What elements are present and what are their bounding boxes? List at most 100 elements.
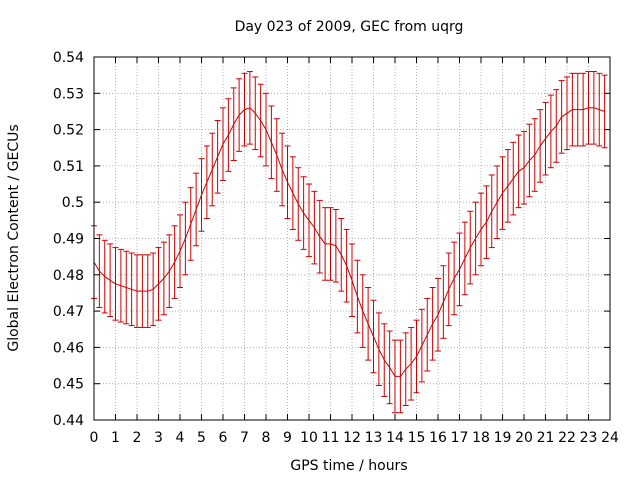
error-bar (413, 319, 420, 394)
error-bar (316, 199, 323, 274)
error-bar (177, 214, 183, 289)
x-tick-label: 13 (365, 430, 383, 446)
error-bar (246, 71, 253, 145)
error-bar (311, 190, 318, 265)
x-tick-label: 4 (176, 430, 185, 446)
error-bar (322, 207, 329, 281)
x-tick-label: 7 (240, 430, 249, 446)
error-bar (220, 107, 226, 181)
error-bar (252, 76, 259, 151)
error-bar (171, 225, 178, 299)
error-bar (263, 92, 269, 167)
error-bar (236, 78, 243, 152)
error-bar (580, 72, 587, 147)
error-bar (408, 326, 415, 401)
x-tick-label: 2 (133, 430, 142, 446)
error-bar (257, 83, 264, 158)
error-bar (531, 118, 538, 192)
error-bar (510, 141, 517, 216)
error-bar (107, 243, 114, 318)
x-tick-label: 6 (219, 430, 228, 446)
error-bar (338, 218, 345, 292)
x-tick-label: 0 (90, 430, 99, 446)
error-bar (424, 297, 431, 372)
x-tick-label: 24 (601, 430, 619, 446)
error-bar (273, 118, 280, 192)
x-tick-label: 3 (154, 430, 163, 446)
error-bar (150, 252, 157, 327)
error-bar (381, 323, 388, 397)
error-bar (435, 277, 441, 352)
error-bar (467, 210, 474, 285)
error-bar (268, 105, 275, 180)
x-tick-label: 10 (300, 430, 318, 446)
x-tick-label: 16 (429, 430, 447, 446)
error-bar (155, 247, 162, 321)
error-bar (558, 80, 565, 154)
error-bar (596, 72, 603, 147)
error-bar (332, 208, 339, 283)
error-bar (343, 228, 350, 303)
error-bar (585, 71, 592, 145)
error-bar (526, 123, 533, 198)
error-bar (365, 287, 372, 361)
error-bar (144, 254, 151, 328)
y-tick-label: 0.52 (53, 123, 84, 139)
error-bar (117, 248, 124, 323)
series-line (93, 107, 605, 377)
error-bar (289, 156, 296, 230)
error-bar (478, 192, 484, 267)
error-bar (349, 243, 355, 318)
error-bar (193, 172, 200, 247)
x-tick-label: 9 (283, 430, 292, 446)
error-bar (440, 265, 447, 339)
error-bar (537, 109, 544, 183)
x-tick-label: 11 (322, 430, 340, 446)
error-bar (96, 234, 103, 308)
error-bar (553, 89, 560, 163)
error-bar (504, 149, 511, 223)
x-tick-label: 21 (537, 430, 555, 446)
error-bar (300, 176, 307, 250)
grid-layer (94, 57, 610, 420)
error-bar (564, 76, 570, 151)
y-axis-label: Global Electron Content / GECUs (6, 124, 22, 351)
chart-title: Day 023 of 2009, GEC from uqrg (235, 19, 464, 35)
error-bar (279, 132, 286, 207)
x-tick-label: 19 (494, 430, 512, 446)
x-tick-label: 15 (408, 430, 426, 446)
error-bar (359, 274, 366, 348)
error-bar (386, 330, 393, 405)
y-tick-label: 0.51 (53, 159, 84, 175)
error-bar (284, 145, 291, 220)
y-tick-label: 0.48 (53, 268, 84, 284)
error-bar (483, 185, 490, 259)
error-bar (569, 72, 576, 147)
error-bar (456, 232, 463, 307)
error-bar (488, 174, 495, 249)
y-tick-label: 0.5 (62, 195, 84, 211)
error-bar (295, 167, 302, 241)
y-tick-label: 0.44 (53, 413, 84, 429)
x-tick-label: 8 (262, 430, 271, 446)
error-bar (397, 339, 404, 414)
error-bar (472, 201, 479, 276)
error-bar (327, 207, 334, 281)
error-bar (574, 72, 581, 147)
x-tick-label: 12 (343, 430, 361, 446)
error-bar (547, 94, 554, 169)
error-bar (499, 156, 506, 230)
x-axis-label: GPS time / hours (290, 458, 407, 474)
x-tick-label: 20 (515, 430, 533, 446)
error-bar (187, 187, 194, 261)
error-bar (128, 252, 135, 327)
error-bar (521, 130, 527, 205)
error-bar (590, 71, 597, 145)
x-tick-label: 23 (580, 430, 598, 446)
error-bar (402, 332, 409, 406)
y-tick-label: 0.49 (53, 232, 84, 248)
error-bar (494, 165, 501, 239)
y-tick-label: 0.47 (53, 304, 84, 320)
error-bar (123, 250, 130, 325)
